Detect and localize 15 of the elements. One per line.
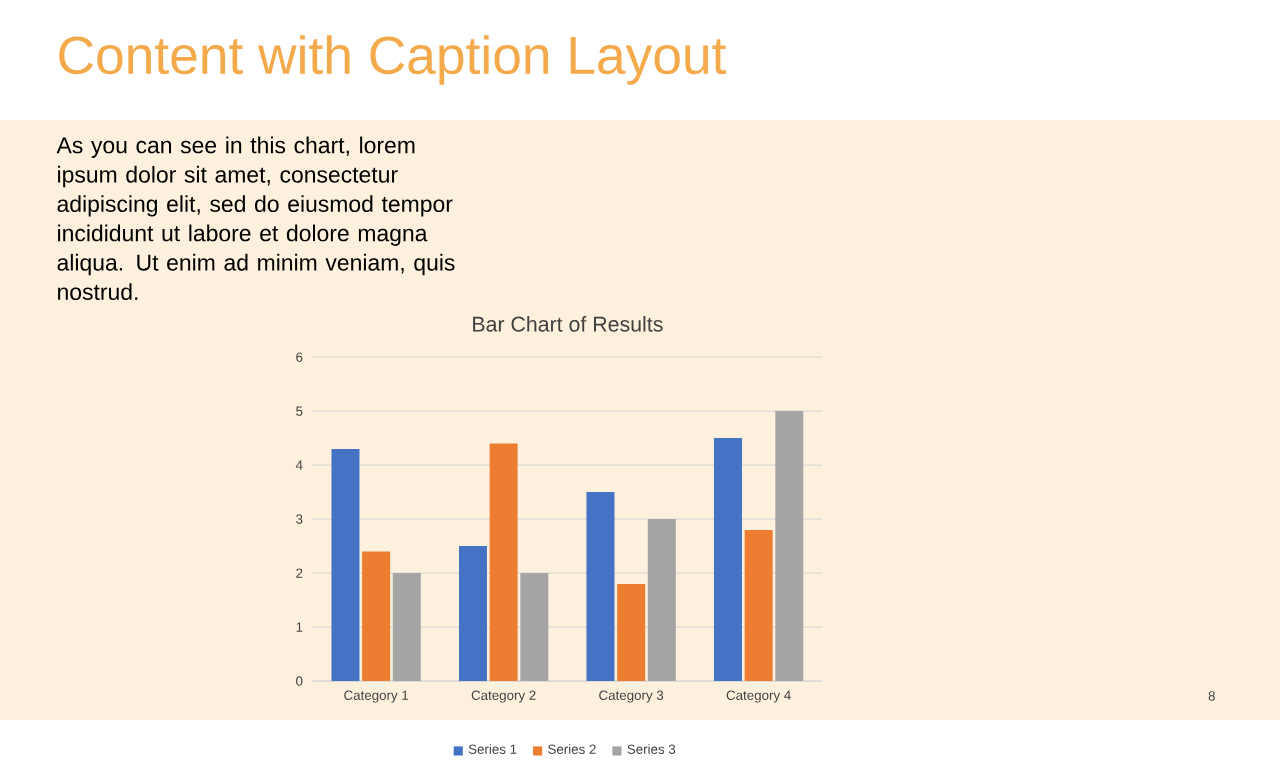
bar xyxy=(489,443,518,681)
bar xyxy=(586,491,615,681)
bar xyxy=(647,518,676,681)
bar xyxy=(520,572,549,681)
bar xyxy=(362,551,391,681)
bar xyxy=(392,572,421,681)
bar xyxy=(617,583,646,681)
bar xyxy=(775,410,804,681)
bar xyxy=(331,448,360,681)
bar xyxy=(458,545,487,681)
bar xyxy=(713,437,742,681)
bar xyxy=(744,529,773,681)
text: As you can see in this chart, lorem ipsum dolor sit amet, consectetur adipiscing elit, sed do eiusmod tempor incididunt ut labore et dolore magna aliqua. Ut enim ad minim veniam, quis nostrud. xyxy=(56,136,455,300)
chart-title: Bar Chart of Results xyxy=(473,315,663,332)
text: Content with Caption Layout xyxy=(59,34,727,85)
